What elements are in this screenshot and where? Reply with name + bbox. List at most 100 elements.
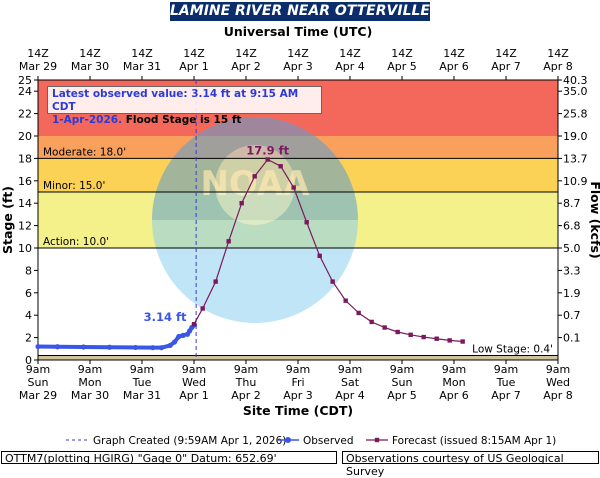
flow-tick-label: 1.9 (563, 287, 581, 300)
site-time-tick-label: Tue (496, 376, 516, 389)
utc-tick-label: 14Z (495, 47, 517, 60)
observed-point (54, 344, 61, 350)
flow-tick-label: 19.0 (563, 130, 588, 143)
stage-tick-label: 0 (25, 354, 32, 367)
site-time-axis-title: Site Time (CDT) (243, 403, 353, 418)
site-time-tick-label: 9am (78, 363, 102, 376)
forecast-point (317, 253, 322, 259)
stage-tick-label: 25 (18, 74, 32, 87)
forecast-point (252, 174, 257, 179)
stage-tick-label: 10 (18, 242, 32, 255)
flow-tick-label: 6.8 (563, 220, 581, 233)
flood-stage-note: Flood Stage is 15 ft (122, 114, 242, 126)
axis-titles: Universal Time (UTC) Site Time (CDT) Stage… (0, 24, 600, 418)
flow-tick-label: 3.3 (563, 264, 581, 277)
observed-point (80, 344, 87, 350)
forecast-point (213, 279, 218, 284)
site-time-tick-label: Mon (78, 376, 101, 389)
forecast-point (239, 201, 244, 206)
observed-point (158, 345, 165, 351)
threshold-label-low: Low Stage: 0.4' (472, 344, 553, 356)
site-time-tick-label: Apr 2 (231, 389, 261, 402)
observed-series: 3.14 ft (35, 310, 198, 351)
forecast-series: 17.9 ft (191, 144, 465, 344)
noaa-watermark-logo: NOAA (152, 117, 358, 323)
site-time-tick-label: 9am (390, 363, 414, 376)
stage-tick-label: 14 (18, 197, 32, 210)
flow-tick-label: 8.7 (563, 197, 581, 210)
forecast-point (382, 325, 387, 330)
threshold-label-moderate: Moderate: 18.0' (43, 146, 126, 158)
stage-tick-label: 18 (18, 152, 32, 165)
utc-tick-label: 14Z (391, 47, 413, 60)
latest-value: 3.14 ft at 9:15 AM CDT (52, 88, 299, 113)
utc-tick-label: 14Z (79, 47, 101, 60)
forecast-peak-label: 17.9 ft (246, 144, 289, 158)
site-time-tick-label: Sat (341, 376, 360, 389)
site-time-tick-label: Wed (546, 376, 570, 389)
site-time-tick-label: Mon (442, 376, 465, 389)
observed-point (176, 333, 182, 340)
flow-tick-label: 40.3 (563, 74, 588, 87)
legend: Graph Created (9:59AM Apr 1, 2026) Observ… (66, 435, 556, 447)
forecast-point (226, 239, 231, 244)
forecast-point (191, 321, 197, 327)
utc-tick-label: Mar 30 (71, 60, 109, 73)
site-time-tick-label: Sun (392, 376, 413, 389)
site-time-tick-label: Sun (28, 376, 49, 389)
hydrograph-chart: NOAA Moderate: 18.0' Minor: 15.0' Action: … (0, 24, 600, 447)
latest-prefix: Latest observed value: (52, 88, 192, 100)
flow-tick-label: 0.7 (563, 309, 581, 322)
site-time-tick-label: 9am (338, 363, 362, 376)
site-time-tick-label: Apr 1 (179, 389, 209, 402)
legend-observed-marker (285, 437, 291, 443)
utc-tick-label: 14Z (443, 47, 465, 60)
utc-tick-label: 14Z (287, 47, 309, 60)
utc-tick-label: Apr 1 (179, 60, 209, 73)
utc-tick-label: 14Z (183, 47, 205, 60)
stage-tick-label: 16 (18, 175, 32, 188)
forecast-line (193, 158, 463, 343)
forecast-point (330, 279, 335, 284)
site-time-tick-label: Apr 3 (283, 389, 313, 402)
site-time-tick-label: Fri (291, 376, 304, 389)
site-time-tick-label: 9am (494, 363, 518, 376)
utc-axis-title: Universal Time (UTC) (224, 24, 373, 39)
stage-axis-title: Stage (ft) (0, 186, 15, 254)
site-time-tick-label: 9am (182, 363, 206, 376)
legend-forecast-label: Forecast (issued 8:15AM Apr 1) (392, 435, 556, 447)
stage-tick-label: 2 (25, 332, 32, 345)
stage-tick-label: 6 (25, 287, 32, 300)
utc-tick-label: 14Z (235, 47, 257, 60)
band-low (38, 355, 558, 360)
observed-point (150, 345, 156, 351)
utc-tick-label: Apr 5 (387, 60, 417, 73)
site-time-tick-label: Tue (132, 376, 152, 389)
utc-tick-label: 14Z (339, 47, 361, 60)
forecast-point (460, 339, 465, 344)
forecast-point (369, 319, 374, 325)
utc-tick-label: Mar 29 (19, 60, 57, 73)
flow-tick-label: 35.0 (563, 85, 588, 98)
latest-date: 1-Apr-2026. (52, 114, 123, 126)
latest-observed-box: Latest observed value: 3.14 ft at 9:15 A… (47, 86, 322, 126)
threshold-labels: Moderate: 18.0' Minor: 15.0' Action: 10.0'… (43, 146, 553, 355)
legend-graph-created-label: Graph Created (9:59AM Apr 1, 2026) (93, 435, 286, 447)
forecast-point (291, 185, 296, 190)
station-info: OTTM7(plotting HGIRG) "Gage 0" Datum: 65… (1, 451, 337, 465)
forecast-point (447, 338, 452, 343)
forecast-point (356, 310, 361, 316)
flow-axis-title: Flow (kcfs) (588, 181, 600, 258)
flow-tick-label: 10.9 (563, 175, 588, 188)
site-time-tick-label: Mar 29 (19, 389, 57, 402)
observation-credit: Observations courtesy of US Geological S… (342, 451, 599, 478)
stage-tick-label: 22 (18, 108, 32, 121)
site-time-tick-label: 9am (286, 363, 310, 376)
stage-tick-label: 8 (25, 264, 32, 277)
observed-point (106, 344, 113, 350)
flow-tick-label: 5.0 (563, 242, 581, 255)
threshold-lines (38, 157, 558, 357)
